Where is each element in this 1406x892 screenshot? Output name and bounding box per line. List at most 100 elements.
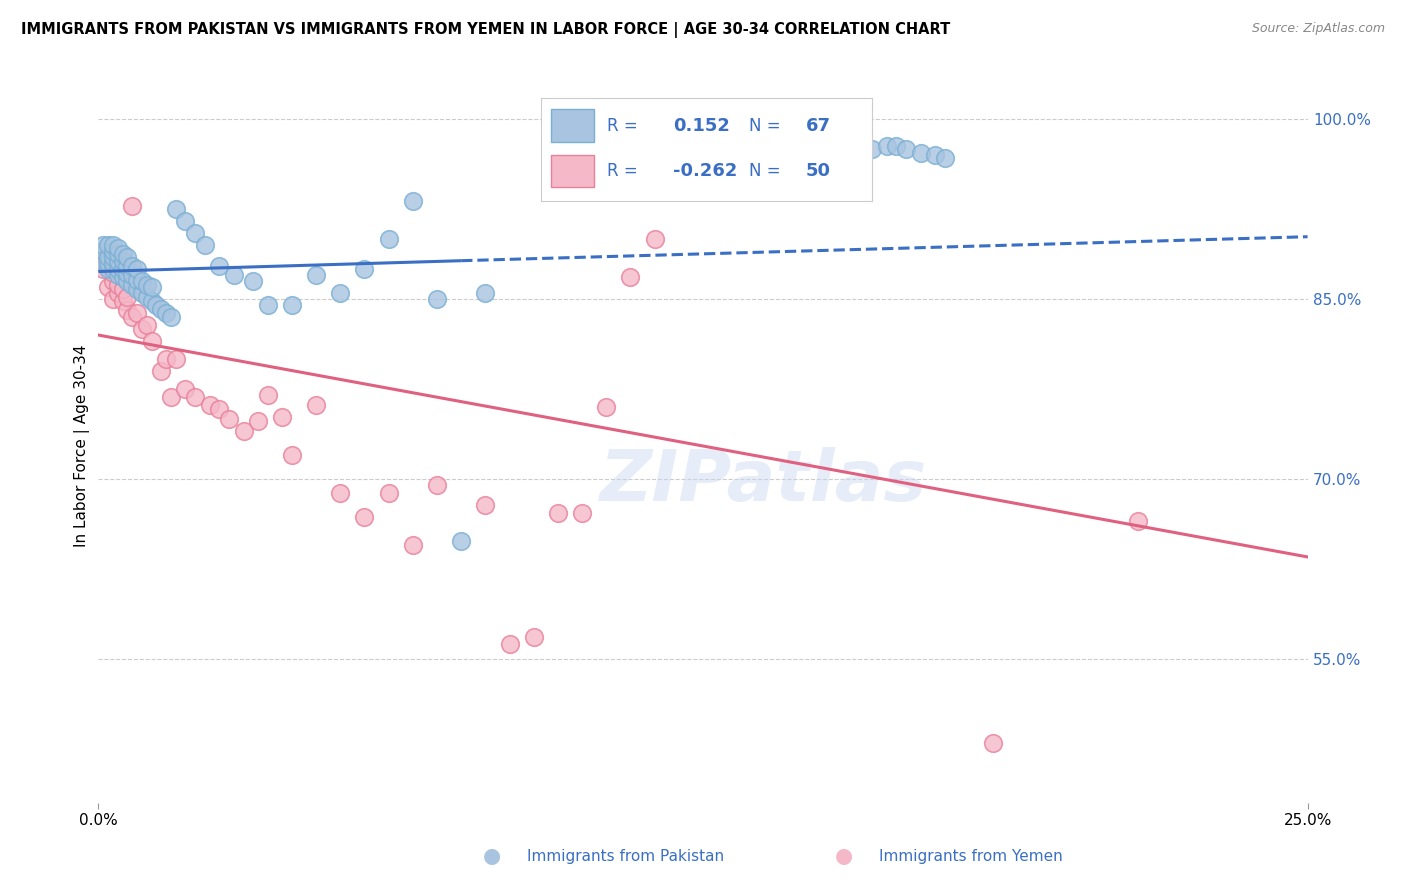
Point xyxy=(97,250,120,264)
Bar xyxy=(551,110,595,142)
Point xyxy=(894,142,917,156)
Point xyxy=(127,306,149,320)
Text: ●: ● xyxy=(835,847,852,866)
Point xyxy=(91,256,114,270)
Point xyxy=(111,294,134,309)
Point xyxy=(194,238,217,252)
Text: 67: 67 xyxy=(806,117,831,135)
Point xyxy=(107,268,129,282)
Point xyxy=(101,238,124,252)
Point xyxy=(97,238,120,252)
Text: ZIPatlas: ZIPatlas xyxy=(600,447,927,516)
Point xyxy=(135,318,157,333)
Point xyxy=(222,268,245,282)
Point xyxy=(117,290,139,304)
Point xyxy=(174,214,197,228)
Point xyxy=(813,145,835,160)
Point xyxy=(111,246,134,260)
Point xyxy=(924,148,946,162)
Point xyxy=(91,238,114,252)
Point xyxy=(281,448,304,462)
Point xyxy=(377,232,399,246)
Point xyxy=(426,292,449,306)
Point xyxy=(135,277,157,292)
Point xyxy=(305,398,328,412)
Point xyxy=(256,298,278,312)
Point xyxy=(121,277,143,292)
Point xyxy=(910,145,932,160)
Point xyxy=(101,262,124,277)
Point xyxy=(547,506,569,520)
Point xyxy=(101,266,124,280)
Point xyxy=(111,253,134,268)
Point xyxy=(329,286,352,301)
Point xyxy=(131,322,153,336)
Point xyxy=(571,506,593,520)
Text: R =: R = xyxy=(607,117,638,135)
Point xyxy=(117,302,139,317)
Point xyxy=(837,145,859,160)
Point xyxy=(107,246,129,260)
Point xyxy=(101,244,124,259)
Point xyxy=(107,253,129,268)
Point xyxy=(155,352,177,367)
Point xyxy=(184,391,207,405)
Text: N =: N = xyxy=(749,117,782,135)
Point xyxy=(668,162,690,177)
Point xyxy=(160,310,183,324)
Point xyxy=(117,250,139,264)
Point xyxy=(165,202,187,216)
Point xyxy=(117,274,139,288)
Text: R =: R = xyxy=(607,162,638,180)
Point xyxy=(101,292,124,306)
Point xyxy=(155,306,177,320)
Point xyxy=(165,352,187,367)
Point xyxy=(498,638,520,652)
Point xyxy=(97,262,120,277)
Point xyxy=(271,409,294,424)
Point xyxy=(523,630,546,644)
Point xyxy=(121,198,143,212)
Text: 50: 50 xyxy=(806,162,831,180)
Point xyxy=(174,382,197,396)
Point xyxy=(91,246,114,260)
Point xyxy=(353,262,375,277)
Point xyxy=(150,301,173,316)
Point xyxy=(247,414,270,428)
Point xyxy=(145,298,167,312)
Text: 0.152: 0.152 xyxy=(673,117,730,135)
Y-axis label: In Labor Force | Age 30-34: In Labor Force | Age 30-34 xyxy=(75,344,90,548)
Point xyxy=(101,256,124,270)
Point xyxy=(218,412,240,426)
Point xyxy=(981,736,1004,750)
Point xyxy=(934,151,956,165)
Point xyxy=(141,294,163,309)
Point xyxy=(141,334,163,348)
Point xyxy=(450,534,472,549)
Point xyxy=(644,232,666,246)
Point xyxy=(860,142,883,156)
Point xyxy=(131,274,153,288)
Point xyxy=(127,262,149,277)
Point xyxy=(127,273,149,287)
Point xyxy=(208,259,231,273)
Text: N =: N = xyxy=(749,162,782,180)
Point xyxy=(619,270,641,285)
Point xyxy=(474,499,496,513)
Point xyxy=(91,244,114,259)
Point xyxy=(1128,514,1150,528)
Point xyxy=(97,256,120,270)
Point xyxy=(150,364,173,378)
Point xyxy=(402,194,425,208)
Point xyxy=(121,310,143,324)
Point xyxy=(256,388,278,402)
Point xyxy=(107,277,129,292)
Point xyxy=(886,138,908,153)
Point xyxy=(111,270,134,285)
Point xyxy=(232,424,254,438)
Point xyxy=(595,400,617,414)
Point xyxy=(353,510,375,524)
Point xyxy=(377,486,399,500)
Point xyxy=(876,138,898,153)
Text: IMMIGRANTS FROM PAKISTAN VS IMMIGRANTS FROM YEMEN IN LABOR FORCE | AGE 30-34 COR: IMMIGRANTS FROM PAKISTAN VS IMMIGRANTS F… xyxy=(21,22,950,38)
